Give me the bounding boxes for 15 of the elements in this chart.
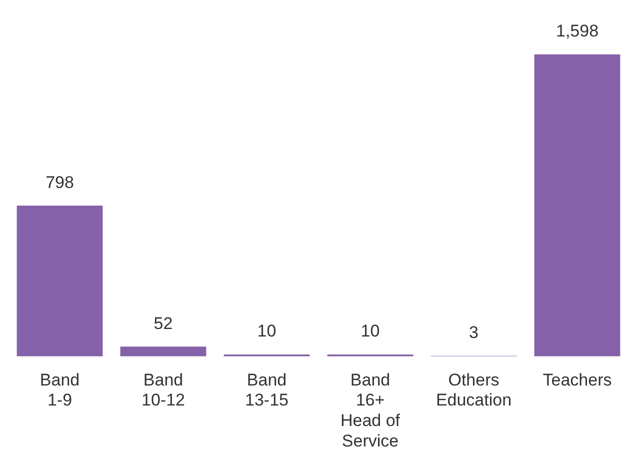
- bar: [16, 206, 103, 356]
- x-tick-label: Band 16+ Head of Service: [340, 370, 400, 450]
- x-tick-label: Teachers: [542, 370, 612, 390]
- x-tick-label: Band 13-15: [245, 370, 288, 410]
- bar: [120, 346, 206, 356]
- bar: [534, 54, 620, 356]
- data-label: 10: [257, 322, 276, 341]
- x-tick-label: Others Education: [436, 370, 512, 410]
- data-label: 52: [154, 314, 173, 333]
- x-tick-label: Band 1-9: [40, 370, 80, 410]
- data-label: 1,598: [556, 22, 599, 41]
- data-label: 3: [469, 323, 478, 342]
- data-label: 10: [360, 322, 380, 341]
- x-tick-label: Band 10-12: [142, 370, 185, 410]
- data-label: 798: [46, 172, 74, 192]
